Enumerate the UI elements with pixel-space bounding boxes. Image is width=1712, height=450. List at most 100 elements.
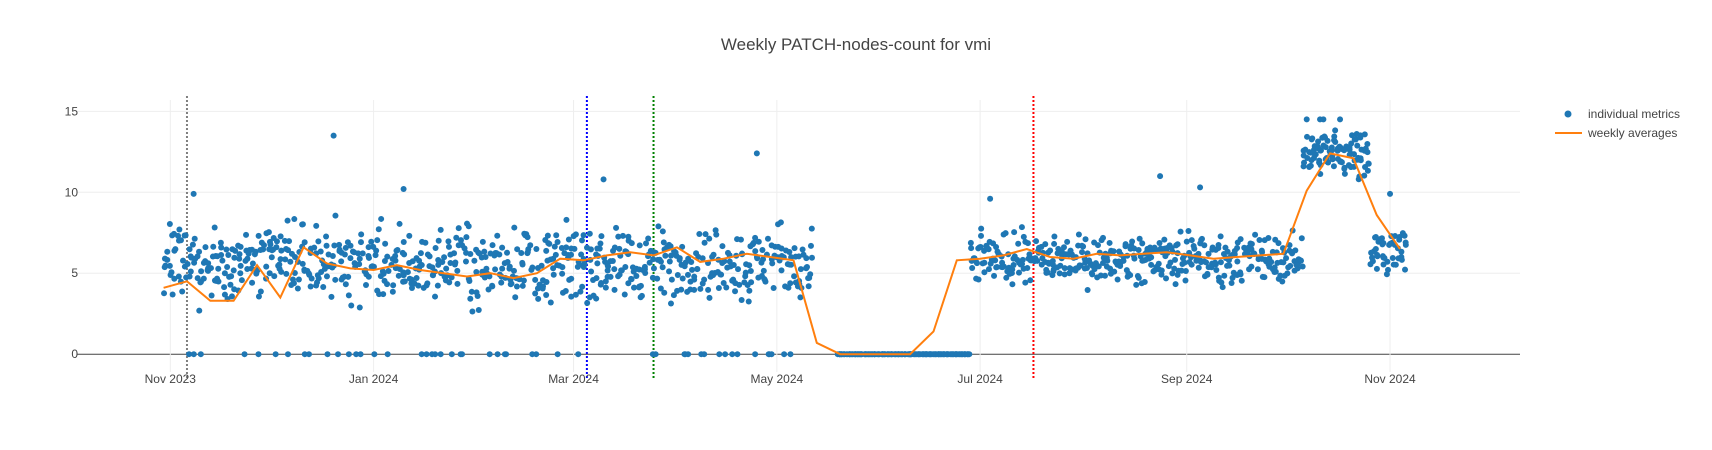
data-point (563, 216, 570, 223)
data-point (1016, 269, 1023, 276)
data-point (590, 292, 597, 299)
data-point (459, 351, 466, 358)
data-point (418, 351, 425, 358)
data-point (1304, 133, 1311, 140)
data-point (1010, 261, 1017, 268)
data-point (1387, 240, 1394, 247)
data-point (1329, 156, 1336, 163)
data-point (513, 283, 520, 290)
data-point (1135, 247, 1142, 254)
data-point (641, 266, 648, 273)
data-point (602, 284, 609, 291)
legend-item-individual-metrics[interactable]: individual metrics (1564, 107, 1681, 121)
data-point (550, 265, 557, 272)
data-point (1283, 255, 1290, 262)
data-point (722, 351, 729, 358)
data-point (467, 250, 474, 257)
data-point (200, 275, 207, 282)
data-point (568, 251, 575, 258)
data-point (294, 285, 301, 292)
data-point (1265, 234, 1272, 241)
data-point (1047, 247, 1054, 254)
data-point (443, 265, 450, 272)
data-point (400, 238, 407, 245)
data-point (619, 232, 626, 239)
data-point (1337, 158, 1344, 165)
data-point (657, 258, 664, 265)
chart-title: Weekly PATCH-nodes-count for vmi (721, 35, 991, 54)
data-point (347, 255, 354, 262)
data-point (625, 280, 632, 287)
data-point (568, 293, 575, 300)
data-point (1354, 142, 1361, 149)
data-point (218, 251, 225, 258)
data-point (420, 284, 427, 291)
data-point (795, 253, 802, 260)
data-point (975, 276, 982, 283)
y-tick-label: 15 (65, 104, 79, 118)
data-point (186, 273, 193, 280)
data-point (1204, 271, 1211, 278)
data-point (645, 235, 652, 242)
data-point (588, 268, 595, 275)
data-point (1229, 274, 1236, 281)
data-point (676, 256, 683, 263)
data-point (305, 351, 312, 358)
data-point (317, 248, 324, 255)
data-point (807, 242, 814, 249)
data-point (374, 287, 381, 294)
legend-item-weekly-averages[interactable]: weekly averages (1555, 126, 1677, 140)
data-point (973, 260, 980, 267)
data-point (691, 286, 698, 293)
data-point (441, 254, 448, 261)
data-point (759, 246, 766, 253)
data-point (241, 351, 248, 358)
data-point (474, 292, 481, 299)
data-point (1172, 281, 1179, 288)
data-point (760, 267, 767, 274)
data-point (666, 268, 673, 275)
data-point (338, 258, 345, 265)
data-point (273, 244, 280, 251)
data-point (468, 288, 475, 295)
data-point (186, 246, 193, 253)
data-point (1256, 237, 1263, 244)
data-point (461, 245, 468, 252)
data-point (172, 246, 179, 253)
legend[interactable]: individual metrics weekly averages (1555, 107, 1680, 140)
data-point (1114, 276, 1121, 283)
data-point (255, 232, 262, 239)
data-point (1351, 136, 1358, 143)
data-point (1272, 268, 1279, 275)
data-point (1320, 116, 1327, 123)
data-point (746, 262, 753, 269)
data-point (1320, 142, 1327, 149)
data-point (202, 244, 209, 251)
data-point (712, 227, 719, 234)
data-point (1213, 266, 1220, 273)
data-point (357, 239, 364, 246)
data-point (1217, 233, 1224, 240)
data-point (1094, 242, 1101, 249)
data-point (1197, 184, 1204, 191)
data-point (1330, 163, 1337, 170)
data-point (1337, 116, 1344, 123)
data-point (257, 247, 264, 254)
data-point (1181, 259, 1188, 266)
data-point (236, 251, 243, 258)
data-point (1129, 238, 1136, 245)
data-point (277, 256, 284, 263)
data-point (272, 351, 279, 358)
data-point (518, 249, 525, 256)
data-point (332, 212, 339, 219)
data-point (228, 293, 235, 300)
data-point (1341, 170, 1348, 177)
data-point (445, 238, 452, 245)
data-point (187, 268, 194, 275)
data-point (232, 247, 239, 254)
data-point (710, 251, 717, 258)
data-point (805, 283, 812, 290)
data-point (504, 249, 511, 256)
data-point (1102, 272, 1109, 279)
data-point (987, 195, 994, 202)
